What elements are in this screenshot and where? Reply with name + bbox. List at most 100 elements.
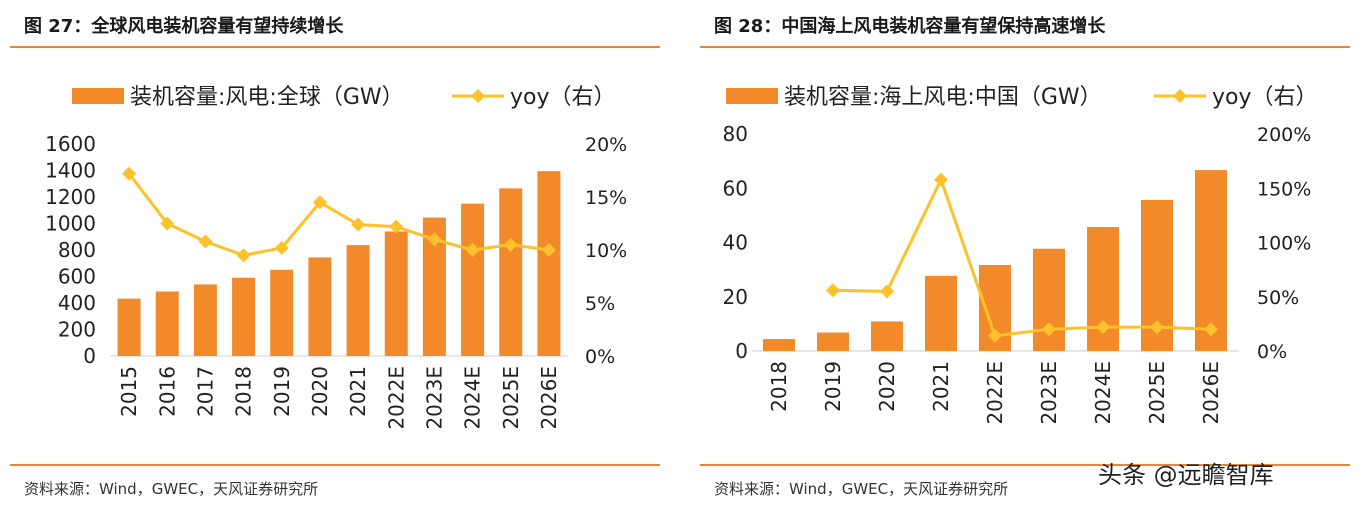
- bar: [537, 171, 561, 356]
- yoy-point: [541, 243, 556, 257]
- y-left-tick-label: 20: [723, 285, 748, 309]
- yoy-point: [1204, 322, 1218, 337]
- x-tick-label: 2024E: [1091, 361, 1115, 425]
- yoy-point: [198, 234, 213, 249]
- yoy-point: [427, 232, 442, 247]
- y-left-tick-label: 60: [723, 176, 748, 200]
- legend-bar-label: 装机容量:海上风电:中国（GW）: [784, 85, 1102, 110]
- figure-title: 图 28：中国海上风电装机容量有望保持高速增长: [714, 16, 1106, 37]
- y-right-tick-label: 15%: [585, 187, 627, 209]
- bar: [871, 321, 903, 351]
- title-divider: [10, 46, 660, 48]
- yoy-point: [503, 237, 518, 252]
- bar: [925, 275, 957, 351]
- x-tick-label: 2023E: [422, 366, 446, 430]
- legend-bar-label: 装机容量:风电:全球（GW）: [130, 85, 404, 110]
- y-right-tick-label: 0%: [1257, 341, 1287, 363]
- bar: [232, 277, 256, 356]
- legend-bar-swatch: [72, 88, 124, 104]
- bar: [193, 284, 217, 356]
- legend-line-marker: [1173, 89, 1187, 103]
- y-right-tick-label: 200%: [1257, 124, 1311, 146]
- yoy-point: [122, 166, 137, 181]
- y-right-tick-label: 0%: [585, 346, 615, 368]
- source-divider: [10, 464, 660, 466]
- legend-line-marker: [471, 89, 485, 103]
- yoy-point: [1042, 322, 1056, 337]
- source-divider: [700, 464, 1350, 466]
- yoy-line: [127, 172, 550, 257]
- bar: [461, 203, 485, 356]
- y-left-tick-label: 80: [723, 122, 748, 146]
- yoy-point: [880, 284, 894, 299]
- yoy-point: [236, 248, 251, 263]
- x-tick-label: 2021: [346, 366, 370, 417]
- y-right-tick-label: 20%: [585, 134, 627, 156]
- bar: [384, 231, 408, 356]
- x-tick-label: 2026E: [1199, 361, 1223, 425]
- yoy-line: [832, 178, 1212, 338]
- x-tick-label: 2019: [270, 366, 294, 417]
- source-note: 资料来源：Wind，GWEC，天风证券研究所: [714, 480, 1009, 498]
- y-left-tick-label: 0: [735, 339, 748, 363]
- y-left-tick-label: 1600: [45, 132, 96, 156]
- bar: [270, 269, 294, 356]
- legend-bar-swatch: [726, 88, 778, 104]
- bar: [346, 245, 370, 356]
- y-left-tick-label: 1200: [45, 185, 96, 209]
- china-offshore-wind-capacity-chart: 0 20 40 60 80 0% 50% 100% 150% 200% 2018 2019 2020 20…: [723, 85, 1318, 425]
- title-divider: [700, 46, 1350, 48]
- yoy-point: [934, 172, 948, 187]
- x-tick-label: 2022E: [384, 366, 408, 430]
- legend-line-label: yoy（右）: [1212, 85, 1318, 110]
- yoy-point: [160, 216, 175, 231]
- x-tick-label: 2026E: [537, 366, 561, 430]
- yoy-point: [988, 328, 1002, 343]
- yoy-point: [389, 219, 404, 234]
- source-note: 资料来源：Wind，GWEC，天风证券研究所: [24, 480, 319, 498]
- x-tick-label: 2018: [767, 361, 791, 412]
- x-tick-label: 2016: [155, 366, 179, 417]
- bar: [499, 188, 523, 356]
- x-tick-label: 2020: [308, 366, 332, 417]
- x-tick-label: 2023E: [1037, 361, 1061, 425]
- chart-panel-china-offshore: 图 28：中国海上风电装机容量有望保持高速增长 0 20 40 60 80 0% 50% 10…: [690, 0, 1360, 507]
- x-tick-label: 2025E: [499, 366, 523, 430]
- y-right-tick-label: 150%: [1257, 178, 1311, 200]
- bar: [1195, 170, 1227, 351]
- y-left-tick-label: 1400: [45, 159, 96, 183]
- x-tick-label: 2021: [929, 361, 953, 412]
- yoy-point: [465, 243, 480, 257]
- yoy-point: [1150, 320, 1164, 335]
- x-tick-label: 2024E: [461, 366, 485, 430]
- y-right-tick-label: 50%: [1257, 287, 1299, 309]
- yoy-point: [312, 195, 327, 210]
- y-left-tick-label: 40: [723, 231, 748, 255]
- bar: [155, 291, 179, 356]
- y-left-tick-label: 1000: [45, 212, 96, 236]
- x-tick-label: 2018: [232, 366, 256, 417]
- x-tick-label: 2019: [821, 361, 845, 412]
- bar: [763, 339, 795, 351]
- bar: [308, 257, 332, 356]
- yoy-point: [351, 217, 366, 232]
- x-tick-label: 2022E: [983, 361, 1007, 425]
- x-tick-label: 2017: [193, 366, 217, 417]
- y-left-tick-label: 400: [58, 291, 96, 315]
- yoy-point: [274, 240, 289, 255]
- bar: [117, 298, 141, 356]
- bar: [422, 217, 446, 356]
- figure-title: 图 27：全球风电装机容量有望持续增长: [24, 16, 344, 37]
- legend-line-label: yoy（右）: [510, 85, 616, 110]
- chart-panel-global: 图 27：全球风电装机容量有望持续增长 0 200 400 600 800 1000 120…: [0, 0, 670, 507]
- y-right-tick-label: 100%: [1257, 233, 1311, 255]
- y-left-tick-label: 0: [83, 344, 96, 368]
- y-left-tick-label: 800: [58, 238, 96, 262]
- bar: [817, 332, 849, 351]
- y-right-tick-label: 5%: [585, 293, 615, 315]
- x-tick-label: 2020: [875, 361, 899, 412]
- x-tick-label: 2015: [117, 366, 141, 417]
- y-left-tick-label: 600: [58, 265, 96, 289]
- yoy-point: [826, 283, 840, 298]
